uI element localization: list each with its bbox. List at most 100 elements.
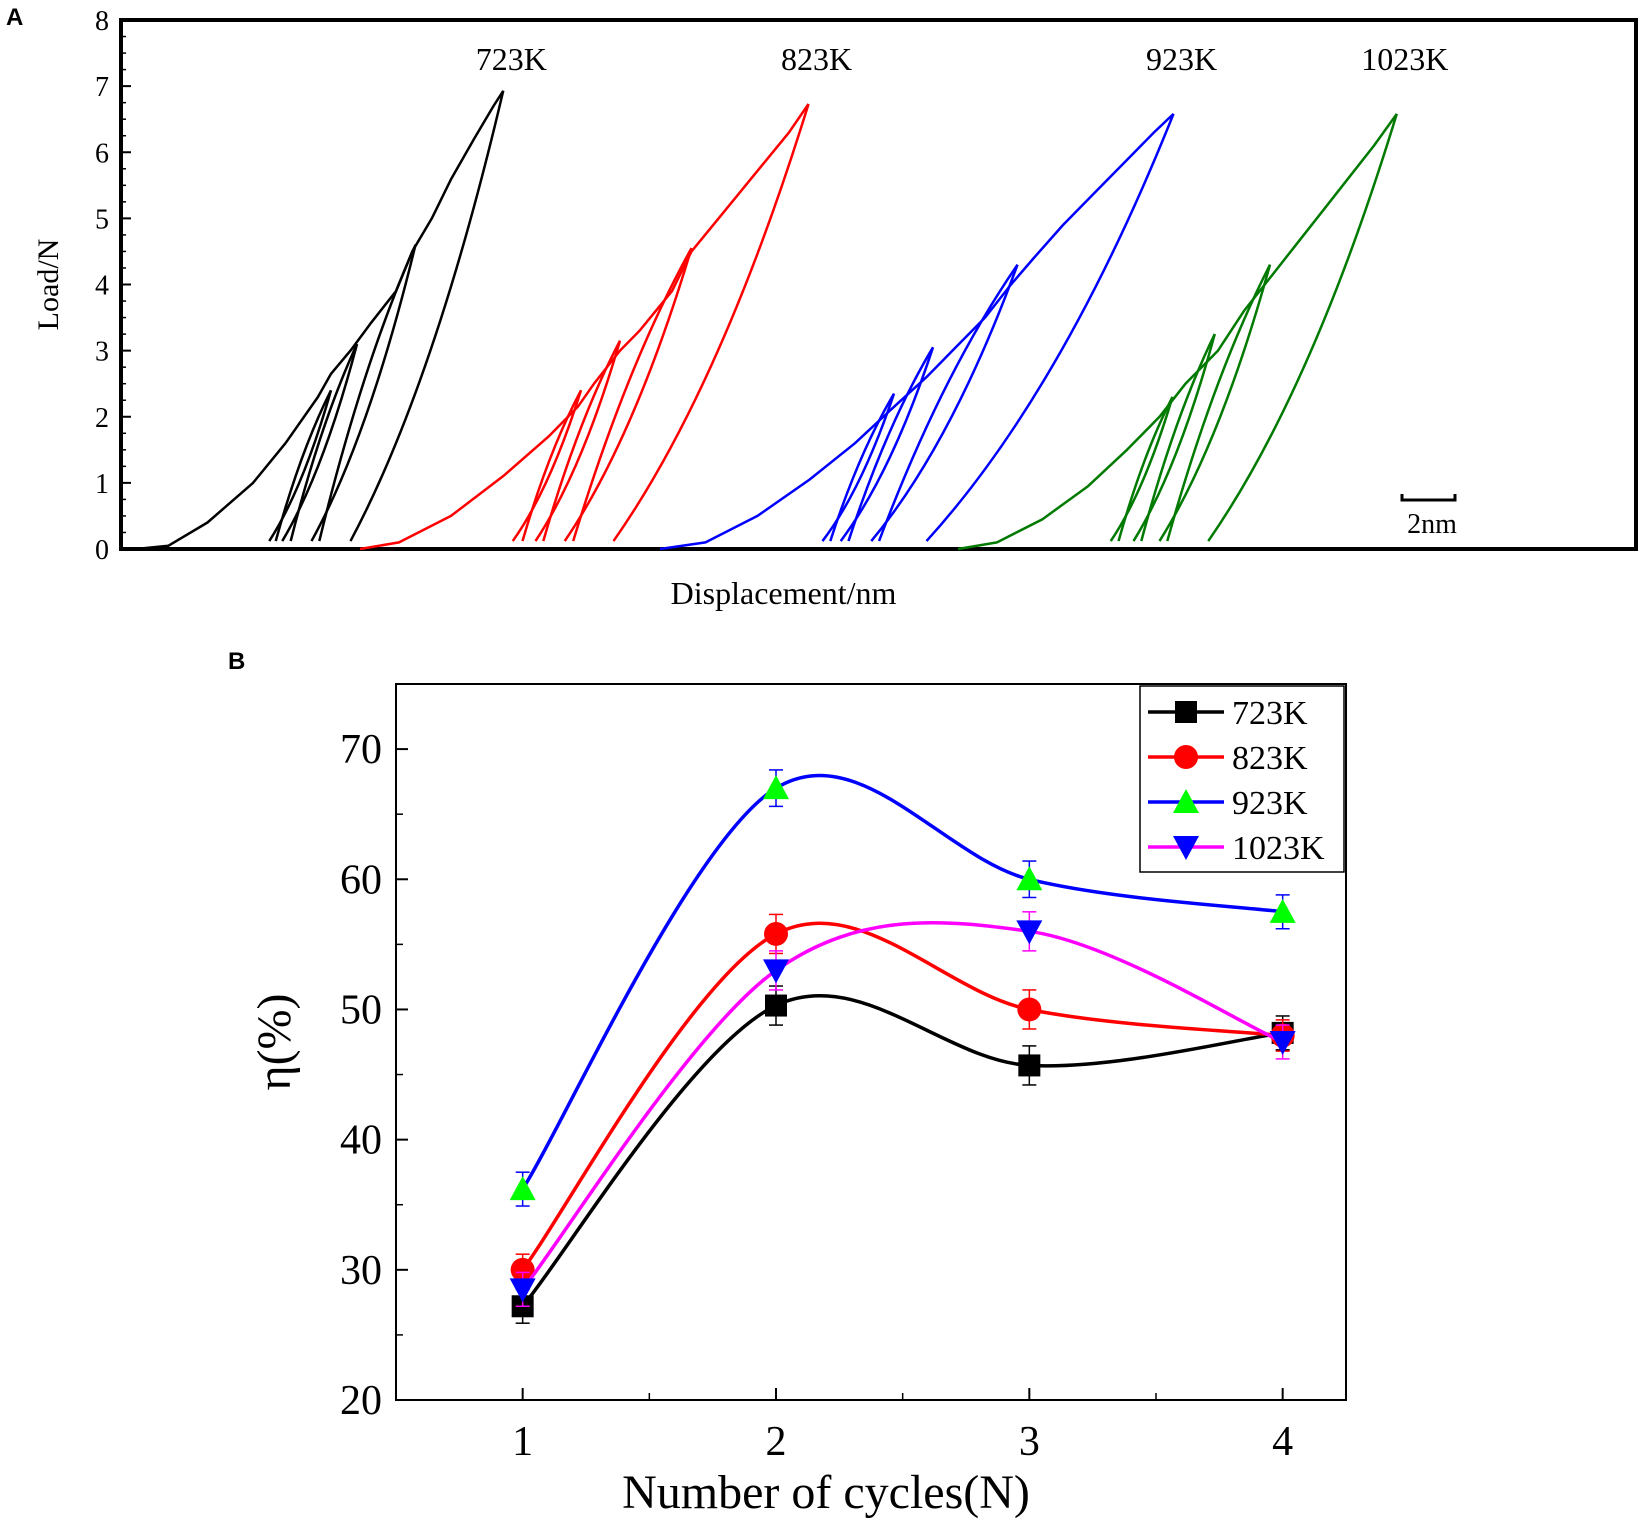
data-point-923K bbox=[1269, 898, 1296, 923]
reload-curve-1023K-2 bbox=[1140, 333, 1216, 542]
y-tick-label-a: 1 bbox=[95, 469, 109, 500]
legend-label-723K: 723K bbox=[1232, 695, 1308, 732]
x-tick-label-b: 2 bbox=[766, 1419, 787, 1465]
unload-curve-923K-4 bbox=[925, 113, 1175, 542]
y-tick-label-a: 3 bbox=[95, 337, 109, 368]
legend-marker-823K bbox=[1174, 745, 1198, 769]
y-tick-label-b: 50 bbox=[340, 987, 382, 1033]
series-823K bbox=[359, 103, 810, 551]
legend-marker-1023K bbox=[1173, 836, 1199, 860]
y-tick-label-b: 60 bbox=[340, 857, 382, 903]
series-1023K bbox=[957, 113, 1398, 551]
data-point-823K bbox=[764, 921, 788, 946]
x-tick-label-b: 3 bbox=[1019, 1419, 1040, 1465]
scale-bar-label: 2nm bbox=[1407, 509, 1457, 540]
y-tick-label-a: 5 bbox=[95, 204, 109, 235]
unload-curve-1023K-2 bbox=[1132, 333, 1216, 542]
data-point-923K bbox=[1016, 866, 1043, 891]
y-axis-label-a: Load/N bbox=[32, 239, 65, 331]
series-b-823K bbox=[510, 913, 1295, 1287]
unload-curve-823K-1 bbox=[511, 389, 583, 542]
series-line-923K bbox=[521, 773, 1283, 1191]
y-tick-label-a: 8 bbox=[95, 6, 109, 37]
unload-curve-1023K-3 bbox=[1158, 264, 1272, 542]
data-point-923K bbox=[763, 775, 789, 800]
y-tick-label-b: 70 bbox=[340, 727, 382, 773]
y-tick-label-b: 30 bbox=[340, 1248, 382, 1294]
legend: 723K 823K 923K 1023K bbox=[1139, 685, 1345, 873]
chart-b: 1 2 3 4 20 30 40 50 60 70 Number of cycles(N) η(%) 7… bbox=[248, 683, 1347, 1519]
y-tick-label-a: 4 bbox=[95, 271, 109, 302]
unload-curve-1023K-4 bbox=[1207, 113, 1398, 542]
y-tick-label-a: 7 bbox=[95, 72, 109, 103]
y-tick-label-b: 20 bbox=[340, 1378, 382, 1424]
series-label-923K: 923K bbox=[1146, 41, 1217, 77]
unload-curve-723K-2 bbox=[281, 343, 359, 542]
data-point-1023K bbox=[509, 1278, 536, 1303]
unload-curve-823K-2 bbox=[534, 340, 622, 542]
data-point-1023K bbox=[763, 959, 789, 984]
series-923K bbox=[659, 112, 1175, 551]
data-point-923K bbox=[509, 1176, 536, 1201]
x-axis-label-b: Number of cycles(N) bbox=[622, 1466, 1030, 1519]
reload-curve-723K-2 bbox=[289, 343, 359, 542]
panel-a-label: A bbox=[6, 4, 24, 31]
series-b-1023K bbox=[509, 911, 1296, 1308]
reload-curve-823K-2 bbox=[542, 340, 622, 542]
unload-curve-723K-4 bbox=[349, 90, 505, 542]
series-line-723K bbox=[521, 993, 1283, 1308]
y-axis-label-b: η(%) bbox=[248, 993, 301, 1090]
reload-curve-923K-1 bbox=[829, 392, 896, 542]
unload-curve-923K-3 bbox=[870, 264, 1019, 542]
x-tick-label-b: 1 bbox=[512, 1419, 533, 1465]
unload-curve-1023K-1 bbox=[1109, 396, 1174, 542]
unload-curve-923K-1 bbox=[821, 393, 896, 542]
legend-label-923K: 923K bbox=[1232, 785, 1308, 822]
loading-curve-723K bbox=[135, 90, 505, 551]
legend-marker-923K bbox=[1173, 789, 1199, 813]
legend-box bbox=[1139, 685, 1345, 873]
legend-label-1023K: 1023K bbox=[1232, 830, 1325, 867]
reload-curve-1023K-3 bbox=[1166, 264, 1272, 542]
data-point-1023K bbox=[1269, 1031, 1296, 1055]
series-label-1023K: 1023K bbox=[1361, 41, 1448, 77]
unload-curve-723K-1 bbox=[268, 389, 333, 542]
reload-curve-1023K-1 bbox=[1117, 396, 1174, 542]
series-line-1023K bbox=[521, 921, 1284, 1291]
loading-curve-1023K bbox=[957, 113, 1398, 551]
y-tick-label-a: 0 bbox=[95, 535, 109, 566]
series-b-723K bbox=[511, 985, 1294, 1324]
reload-curve-823K-1 bbox=[521, 389, 583, 542]
x-tick-label-b: 4 bbox=[1272, 1419, 1293, 1465]
unload-curve-923K-2 bbox=[839, 346, 935, 542]
plot-frame-b bbox=[395, 683, 1347, 1401]
series-line-823K bbox=[521, 921, 1283, 1271]
loading-curve-923K bbox=[659, 112, 1175, 551]
data-point-823K bbox=[510, 1257, 535, 1282]
y-tick-label-b: 40 bbox=[340, 1118, 382, 1164]
chart-a: 0 1 2 3 4 5 6 7 8 Load/N Displacement/nm 2nm 723K 823… bbox=[32, 6, 1638, 611]
series-label-823K: 823K bbox=[781, 41, 852, 77]
unload-curve-823K-4 bbox=[612, 103, 810, 542]
series-label-723K: 723K bbox=[476, 41, 547, 77]
scale-bar bbox=[1400, 494, 1457, 502]
loading-curve-823K bbox=[359, 103, 810, 551]
reload-curve-923K-2 bbox=[847, 346, 935, 542]
y-tick-label-a: 6 bbox=[95, 138, 109, 169]
legend-marker-723K bbox=[1175, 701, 1197, 723]
series-b-923K bbox=[509, 769, 1296, 1207]
series-723K bbox=[135, 90, 505, 551]
reload-curve-923K-3 bbox=[877, 263, 1019, 542]
x-axis-label-a: Displacement/nm bbox=[671, 575, 897, 611]
unload-curve-723K-3 bbox=[310, 244, 417, 542]
data-point-823K bbox=[1017, 997, 1042, 1022]
data-point-723K bbox=[765, 994, 787, 1017]
plot-frame-a bbox=[119, 18, 1638, 551]
reload-curve-723K-3 bbox=[318, 244, 417, 542]
data-point-723K bbox=[1018, 1054, 1041, 1077]
data-point-1023K bbox=[1016, 920, 1043, 945]
reload-curve-723K-1 bbox=[274, 389, 333, 542]
legend-label-823K: 823K bbox=[1232, 740, 1308, 777]
y-tick-label-a: 2 bbox=[95, 403, 109, 434]
